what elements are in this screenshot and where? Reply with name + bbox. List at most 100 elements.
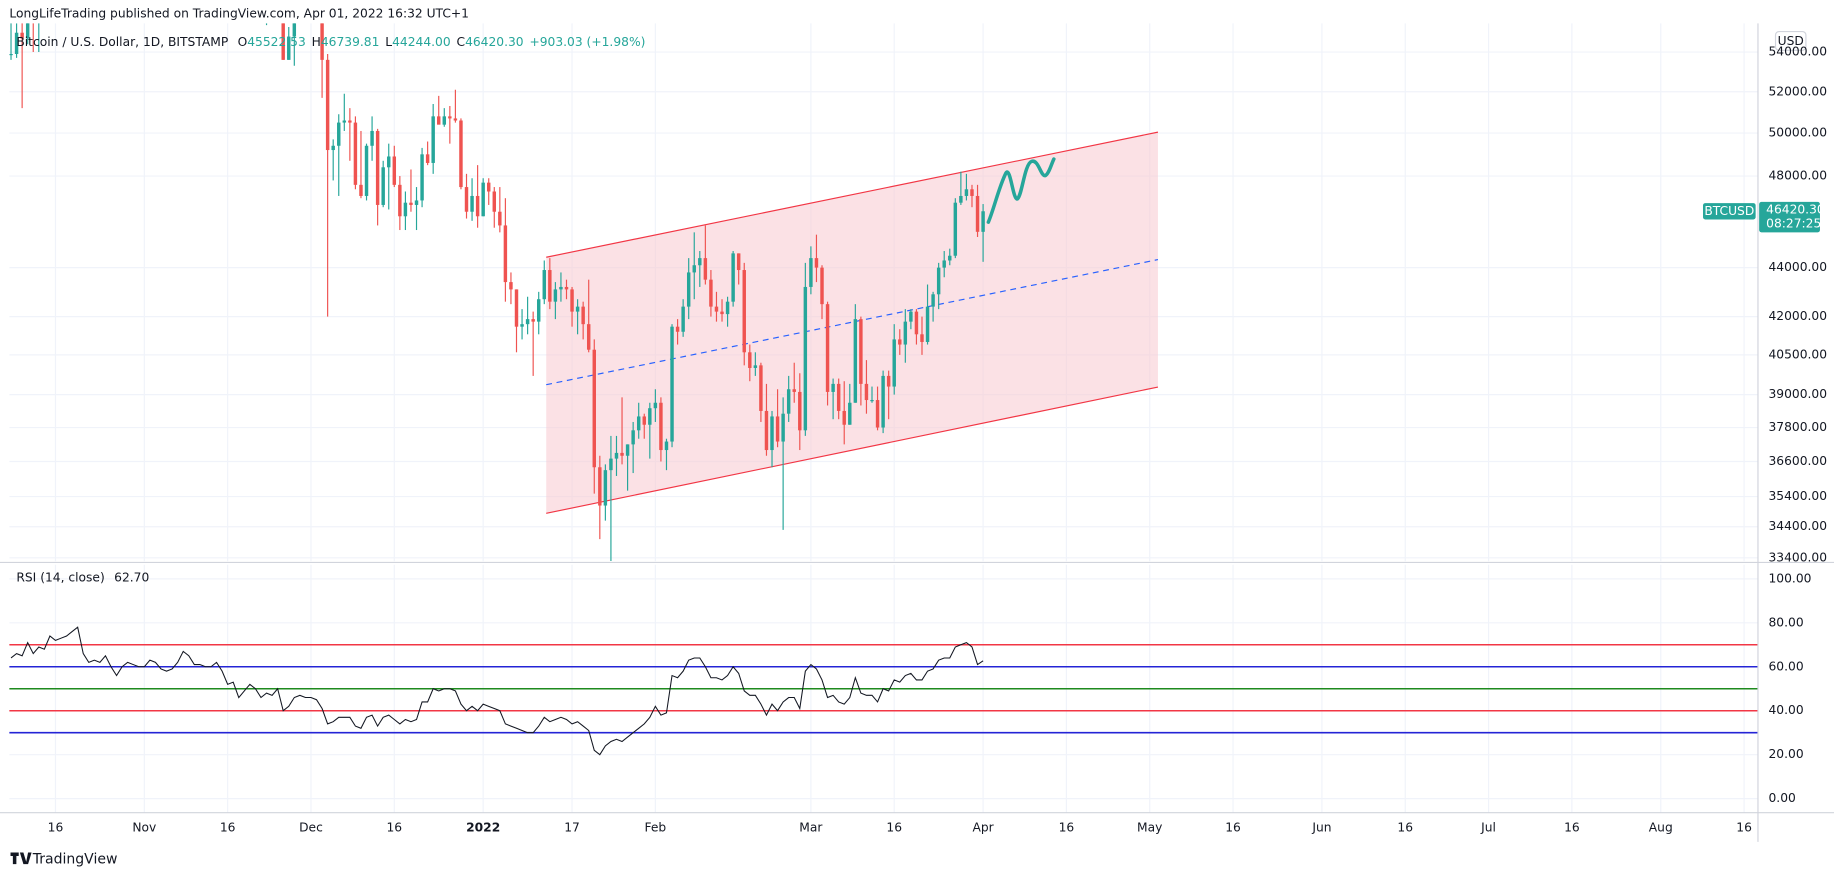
candle-body xyxy=(425,154,430,163)
candle-body xyxy=(453,118,458,121)
x-tick-label: 16 xyxy=(386,820,402,834)
rsi-title: RSI (14, close) xyxy=(16,570,104,584)
candle-body xyxy=(742,270,746,353)
candle-body xyxy=(859,319,863,384)
candle-body xyxy=(9,53,13,56)
candle-body xyxy=(725,301,730,315)
candle-body xyxy=(409,202,413,205)
candle-body xyxy=(981,211,985,232)
ohlc-key: L xyxy=(385,35,392,49)
candle-body xyxy=(792,389,796,392)
candle-body xyxy=(481,182,485,217)
candle-body xyxy=(842,410,846,425)
y-tick-label: 44000.00 xyxy=(1769,260,1828,274)
projection-path xyxy=(986,157,1056,224)
publisher: LongLifeTrading published on TradingView… xyxy=(9,7,469,21)
rsi-line xyxy=(10,626,984,756)
candle-body xyxy=(392,156,397,185)
candle-body xyxy=(609,458,613,471)
candle-body xyxy=(936,267,941,295)
x-tick-label: 16 xyxy=(1397,820,1413,834)
candle-body xyxy=(914,311,919,335)
candle-body xyxy=(948,255,952,261)
candle-body xyxy=(375,130,380,205)
candle-body xyxy=(820,267,824,305)
y-tick-label: 100.00 xyxy=(1769,571,1812,585)
rsi-value: 62.70 xyxy=(114,570,149,584)
currency[interactable]: USD xyxy=(1778,34,1804,48)
candle-body xyxy=(692,265,696,273)
candle-body xyxy=(753,365,758,368)
candle-body xyxy=(20,32,24,39)
candle-body xyxy=(653,402,658,409)
candle-body xyxy=(942,260,946,268)
candle-body xyxy=(403,202,408,217)
symbol-tag-label: BTCUSD xyxy=(1704,204,1754,218)
logo xyxy=(10,852,32,865)
candle-body xyxy=(909,311,913,322)
candle-body xyxy=(764,410,769,451)
ohlc-value: 44244.00 xyxy=(392,35,451,49)
candle-body xyxy=(659,402,663,451)
candle-body xyxy=(814,258,819,268)
symbol-tag xyxy=(1703,203,1756,220)
candle-body xyxy=(475,195,480,217)
y-tick-label: 34400.00 xyxy=(1769,519,1828,533)
x-tick-label: 16 xyxy=(1059,820,1075,834)
candle-body xyxy=(536,299,541,322)
candle-body xyxy=(437,116,441,125)
channel-bottom xyxy=(546,386,1159,514)
candle-body xyxy=(625,444,630,456)
brand: TradingView xyxy=(32,851,118,867)
y-tick-label: 40.00 xyxy=(1769,703,1804,717)
ohlc-value: 46420.30 xyxy=(465,35,524,49)
y-tick-label: 36600.00 xyxy=(1769,454,1828,468)
candle-body xyxy=(559,286,563,290)
y-tick-label: 60.00 xyxy=(1769,659,1804,673)
ohlc-key: C xyxy=(457,35,466,49)
candle-body xyxy=(414,200,419,205)
x-tick-label: Nov xyxy=(132,820,156,834)
candle-body xyxy=(364,145,369,196)
candle-body xyxy=(487,182,491,192)
candle-body xyxy=(337,122,341,146)
candle-body xyxy=(531,319,535,322)
candle-body xyxy=(525,319,530,325)
candle-body xyxy=(648,408,652,425)
currency-box[interactable] xyxy=(1774,30,1807,51)
candle-body xyxy=(359,184,363,196)
candle-body xyxy=(575,306,580,312)
y-tick-label: 40500.00 xyxy=(1769,347,1828,361)
ohlc-key: O xyxy=(238,35,248,49)
candle-body xyxy=(398,184,402,217)
candle-body xyxy=(686,272,691,307)
candle-body xyxy=(431,116,435,163)
candle-body xyxy=(853,319,858,403)
candle-body xyxy=(25,23,30,39)
y-tick-label: 39000.00 xyxy=(1769,387,1828,401)
candle-body xyxy=(825,304,830,392)
y-tick-label: 48000.00 xyxy=(1769,169,1828,183)
candle-body xyxy=(920,334,924,342)
x-tick-label: 17 xyxy=(564,820,580,834)
y-tick-label: 52000.00 xyxy=(1769,84,1828,98)
candle-body xyxy=(770,416,774,451)
candle-body xyxy=(459,120,463,188)
candle-body xyxy=(320,23,324,60)
channel-midline xyxy=(546,259,1159,386)
candle-body xyxy=(292,23,297,37)
candle-body xyxy=(970,189,974,196)
candle-body xyxy=(636,416,641,431)
x-tick-label: 2022 xyxy=(466,820,500,834)
candle-body xyxy=(614,452,619,459)
y-tick-label: 54000.00 xyxy=(1769,45,1828,59)
candle-body xyxy=(809,258,813,287)
candle-body xyxy=(281,23,285,60)
candle-body xyxy=(448,116,452,119)
candle-body xyxy=(442,116,447,125)
candle-body xyxy=(759,365,763,411)
candle-body xyxy=(931,294,935,307)
candle-body xyxy=(881,375,885,428)
candle-body xyxy=(681,306,685,332)
y-tick-label: 0.00 xyxy=(1769,791,1796,805)
